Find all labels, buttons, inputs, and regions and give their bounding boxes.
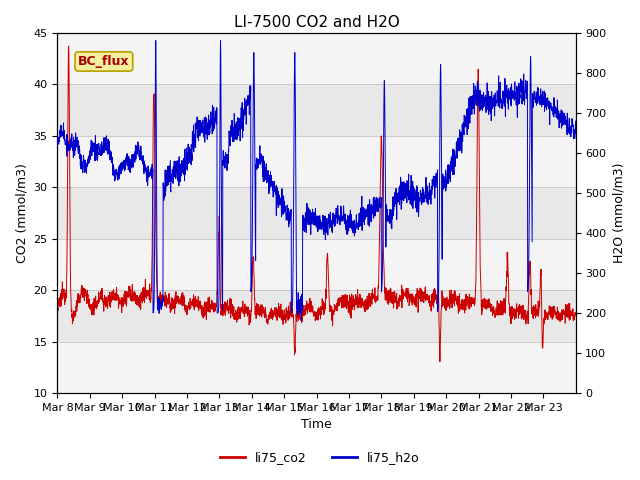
Y-axis label: CO2 (mmol/m3): CO2 (mmol/m3) (15, 163, 28, 263)
Bar (58, 33, 575, 84)
Title: LI-7500 CO2 and H2O: LI-7500 CO2 and H2O (234, 15, 399, 30)
X-axis label: Time: Time (301, 419, 332, 432)
Bar (58, 135, 575, 187)
Y-axis label: H2O (mmol/m3): H2O (mmol/m3) (612, 163, 625, 263)
Bar (58, 342, 575, 393)
Bar (58, 239, 575, 290)
Legend: li75_co2, li75_h2o: li75_co2, li75_h2o (215, 446, 425, 469)
Text: BC_flux: BC_flux (78, 55, 130, 68)
